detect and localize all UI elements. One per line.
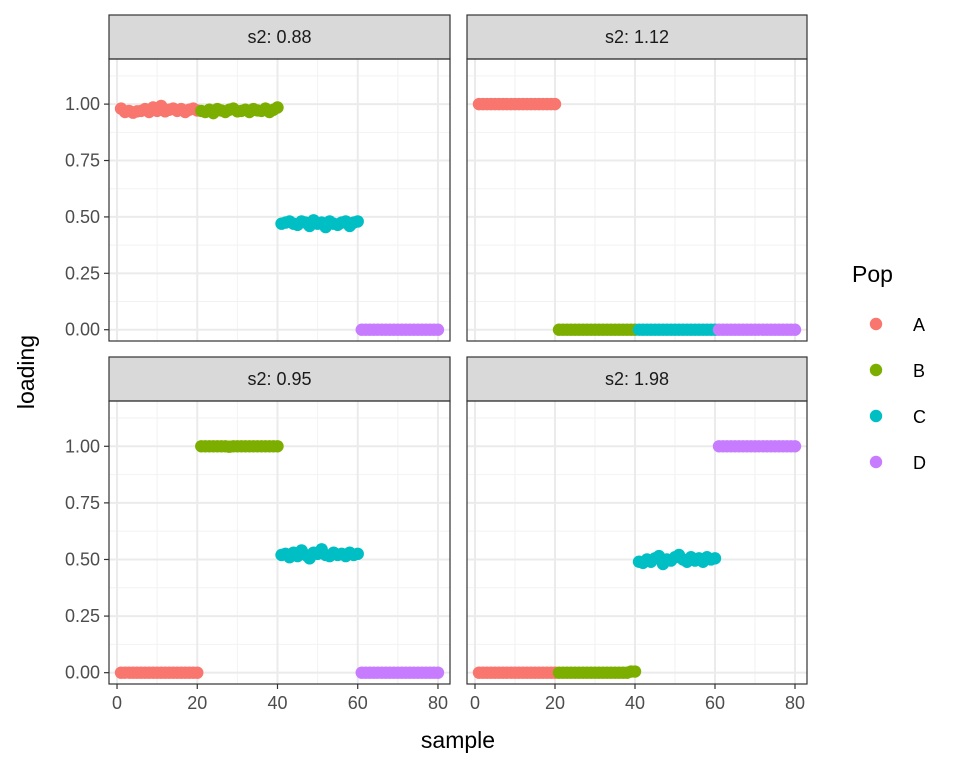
legend-label-C: C — [913, 407, 926, 427]
x-tick-label: 80 — [785, 693, 805, 713]
data-point-B — [628, 665, 642, 678]
data-point-C — [351, 547, 364, 561]
panel-border — [108, 400, 451, 685]
facet-strip-label: s2: 1.98 — [605, 369, 669, 389]
data-point-D — [431, 666, 445, 679]
x-tick-label: 40 — [267, 693, 287, 713]
x-tick-label: 0 — [470, 693, 480, 713]
y-tick-label: 1.00 — [65, 436, 100, 456]
facet-strip — [108, 356, 451, 402]
y-tick-label: 0.25 — [65, 263, 100, 283]
y-tick-label: 0.00 — [65, 320, 100, 340]
y-tick-label: 0.75 — [65, 151, 100, 171]
legend-key-C — [869, 409, 883, 423]
data-point-D — [788, 440, 802, 453]
data-point-D — [431, 323, 445, 336]
y-tick-label: 0.25 — [65, 606, 100, 626]
legend-label-D: D — [913, 453, 926, 473]
x-tick-label: 60 — [348, 693, 368, 713]
legend-key-A — [869, 317, 883, 331]
y-tick-label: 0.00 — [65, 663, 100, 683]
x-tick-label: 0 — [112, 693, 122, 713]
panel-border — [466, 58, 808, 342]
y-tick-label: 0.50 — [65, 549, 100, 569]
legend-label-A: A — [913, 315, 925, 335]
x-axis-title: sample — [421, 727, 495, 753]
y-axis-title: loading — [13, 335, 39, 409]
panel-border — [108, 58, 451, 342]
facet-panel: s2: 1.98 0 20 40 60 80 — [466, 356, 808, 713]
legend-key-B — [869, 363, 883, 377]
facet-strip-label: s2: 1.12 — [605, 27, 669, 47]
facet-strip-label: s2: 0.95 — [247, 369, 311, 389]
y-tick-label: 1.00 — [65, 94, 100, 114]
x-tick-label: 60 — [705, 693, 725, 713]
data-point-C — [351, 215, 364, 228]
x-tick-label: 40 — [625, 693, 645, 713]
data-point-B — [271, 440, 284, 453]
data-point-A — [191, 666, 204, 679]
data-point-C — [708, 552, 722, 565]
legend-label-B: B — [913, 361, 925, 381]
y-tick-label: 0.75 — [65, 493, 100, 513]
data-point-D — [788, 323, 802, 336]
facet-strip-label: s2: 0.88 — [247, 27, 311, 47]
facet-panel: s2: 1.12 — [466, 14, 808, 342]
y-tick-label: 0.50 — [65, 207, 100, 227]
data-point-A — [548, 97, 562, 111]
x-tick-label: 20 — [545, 693, 565, 713]
legend-title: Pop — [852, 261, 893, 287]
facet-panel: s2: 0.88 0.00 0.25 0.50 0.75 1.00 — [65, 14, 451, 342]
legend: Pop A B C D — [852, 261, 926, 473]
facet-strip — [466, 14, 808, 60]
legend-key-D — [869, 455, 883, 469]
panel-border — [466, 400, 808, 685]
data-point-B — [271, 101, 284, 114]
x-tick-label: 20 — [187, 693, 207, 713]
facet-panel: s2: 0.95 0.00 0.25 0.50 0.75 1.00 0 20 40 60 80 — [65, 356, 451, 713]
x-tick-label: 80 — [428, 693, 448, 713]
